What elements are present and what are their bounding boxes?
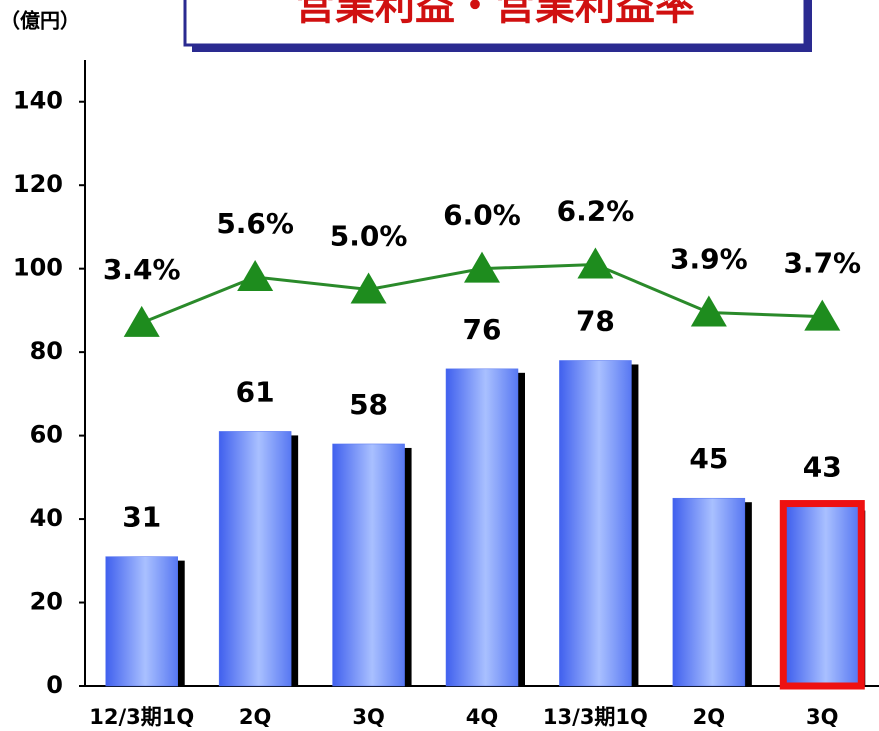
line-value-label: 5.6%	[216, 207, 294, 240]
bar	[105, 556, 178, 687]
bar	[445, 368, 519, 687]
line-marker	[577, 247, 614, 279]
y-tick-label: 40	[30, 504, 63, 532]
line-value-label: 3.4%	[103, 253, 181, 286]
line-value-label: 3.9%	[670, 242, 748, 275]
line-marker	[350, 272, 387, 304]
y-tick-label: 100	[13, 254, 63, 282]
chart-title: 営業利益・営業利益率	[295, 0, 695, 29]
y-axis-label: （億円）	[0, 9, 80, 33]
bar-value-label: 76	[463, 313, 502, 346]
line-value-label: 6.0%	[443, 199, 521, 232]
line-marker	[464, 251, 500, 283]
x-tick-label: 12/3期1Q	[89, 705, 194, 729]
highlight-box	[779, 500, 865, 690]
x-tick-label: 13/3期1Q	[543, 705, 648, 729]
line-value-label: 5.0%	[330, 220, 408, 253]
bar-value-label: 43	[803, 451, 842, 484]
line-marker	[690, 295, 727, 327]
x-tick-label: 3Q	[352, 705, 384, 729]
line-marker	[237, 260, 274, 292]
title-box	[183, 0, 807, 47]
bar	[218, 431, 292, 687]
y-tick-label: 140	[13, 87, 63, 115]
y-tick-label: 80	[30, 337, 63, 365]
bar-value-label: 61	[236, 375, 275, 408]
line-value-label: 6.2%	[557, 194, 635, 227]
bar-value-label: 78	[576, 304, 615, 337]
line-marker	[804, 299, 841, 331]
bar	[559, 360, 632, 687]
x-tick-label: 2Q	[693, 705, 725, 729]
y-tick-label: 120	[13, 170, 63, 198]
line-value-label: 3.7%	[783, 247, 861, 280]
bar	[332, 443, 405, 687]
bar	[672, 497, 746, 687]
bar-value-label: 58	[349, 388, 388, 421]
y-tick-label: 0	[46, 671, 63, 699]
line-marker	[123, 305, 160, 337]
bar	[786, 506, 859, 687]
x-tick-label: 3Q	[806, 705, 838, 729]
bar-value-label: 45	[689, 442, 728, 475]
y-tick-label: 60	[30, 421, 63, 449]
bar-value-label: 31	[122, 501, 161, 534]
x-tick-label: 2Q	[239, 705, 271, 729]
y-tick-label: 20	[30, 588, 63, 616]
x-tick-label: 4Q	[466, 705, 498, 729]
